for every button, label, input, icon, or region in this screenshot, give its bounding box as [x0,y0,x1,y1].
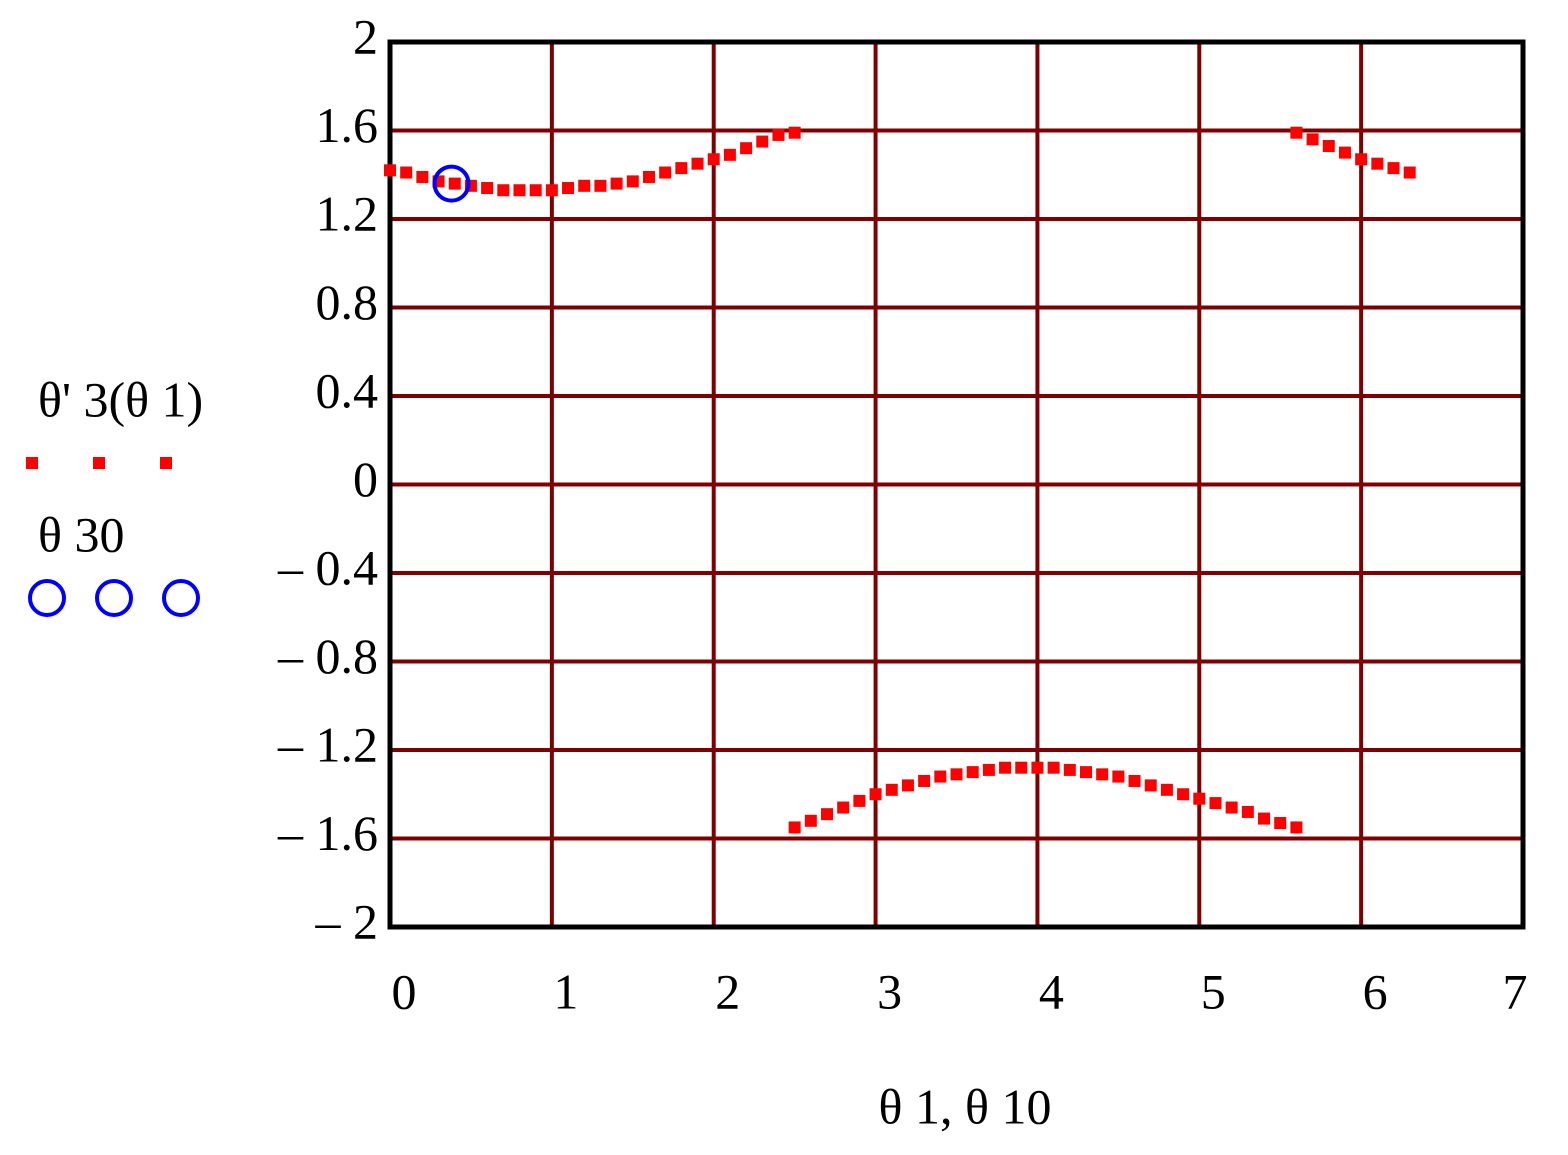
point [756,135,769,148]
y-tick-label: 2 [353,8,378,64]
point [1128,774,1141,787]
point [497,184,510,197]
point [1047,761,1060,774]
point [1144,779,1157,792]
point [1355,153,1368,166]
x-tick-label: 1 [553,963,578,1019]
point [1403,166,1416,179]
x-tick-label: 6 [1363,963,1388,1019]
point [1031,761,1044,774]
x-axis-label: θ 1, θ 10 [879,1078,1052,1134]
point [529,184,542,197]
point [821,808,834,821]
plot-border [387,39,1526,930]
legend-marker [95,579,133,617]
point [1063,763,1076,776]
point [610,177,623,190]
point [1338,146,1351,159]
point [1096,768,1109,781]
point [1241,805,1254,818]
point [1160,783,1173,796]
y-tick-label: – 2 [315,893,379,949]
point [804,814,817,827]
point [772,128,785,141]
legend-marker [26,457,38,469]
point [481,182,494,195]
point [1290,821,1303,834]
point [1079,766,1092,779]
point [1225,801,1238,814]
x-tick-label: 2 [715,963,740,1019]
point [513,184,526,197]
point [740,142,753,155]
point [934,770,947,783]
legend-label: θ' 3(θ 1) [38,371,203,427]
point [869,788,882,801]
y-tick-label: 0 [353,451,378,507]
point [691,157,704,170]
point [837,801,850,814]
point [384,164,396,177]
x-tick-label: 0 [392,963,417,1019]
point [982,763,995,776]
point [918,774,931,787]
point [562,182,575,195]
point [1274,817,1287,830]
legend-label: θ 30 [38,506,124,562]
point [1015,761,1028,774]
point [1290,126,1303,139]
y-tick-label: 1.2 [316,185,379,241]
x-tick-label: 5 [1201,963,1226,1019]
point [999,761,1012,774]
point [901,779,914,792]
point [788,126,801,139]
point [578,179,591,192]
x-tick-label: 4 [1039,963,1064,1019]
y-tick-label: 0.4 [316,362,379,418]
point [416,170,429,183]
point [594,179,607,192]
point [659,166,672,179]
point [885,783,898,796]
point [432,164,471,203]
point [707,153,720,166]
point [1371,157,1384,170]
x-tick-label: 7 [1503,963,1528,1019]
y-tick-label: 0.8 [316,274,379,330]
point [1322,139,1335,152]
point [966,766,979,779]
point [853,794,866,807]
point [1177,788,1190,801]
point [723,148,736,161]
y-tick-label: – 1.6 [277,805,378,861]
x-tick-label: 3 [877,963,902,1019]
point [1209,797,1222,810]
point [448,177,461,190]
point [626,175,639,188]
point [400,166,413,179]
y-tick-label: 1.6 [316,97,379,153]
point [545,184,558,197]
point [950,768,963,781]
y-tick-label: – 0.8 [277,628,378,684]
legend-marker [28,579,66,617]
point [1112,770,1125,783]
point [1306,133,1319,146]
y-tick-label: – 0.4 [277,539,378,595]
y-tick-label: – 1.2 [277,716,378,772]
legend-marker [93,457,105,469]
point [675,162,688,175]
point [642,170,655,183]
point [1258,812,1271,825]
point [788,821,801,834]
legend-marker [162,579,200,617]
point [1387,162,1400,175]
point [1193,792,1206,805]
legend-marker [160,457,172,469]
